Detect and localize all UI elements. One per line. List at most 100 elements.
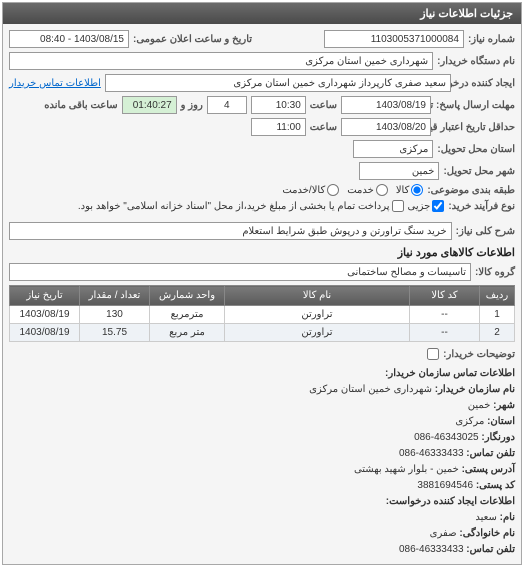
cell-code: -- xyxy=(410,306,480,324)
row-state: استان محل تحویل: مرکزی xyxy=(9,140,515,158)
buyer-notes-checkbox[interactable] xyxy=(427,348,439,360)
th-name: نام کالا xyxy=(225,286,410,306)
table-row: 1 -- تراورتن مترمربع 130 1403/08/19 xyxy=(10,306,515,324)
cell-code: -- xyxy=(410,324,480,342)
th-code: کد کالا xyxy=(410,286,480,306)
buyer-org-value: شهرداری خمین استان مرکزی xyxy=(9,52,433,70)
subject-type-radios: کالا خدمت کالا/خدمت xyxy=(282,184,423,196)
goods-section-title: اطلاعات کالاهای مورد نیاز xyxy=(9,246,515,259)
postal-code: 3881694546 xyxy=(417,480,473,491)
cell-unit: متر مربع xyxy=(150,324,225,342)
goods-group-value: تاسیسات و مصالح ساختمانی xyxy=(9,263,471,281)
contact-link[interactable]: اطلاعات تماس خریدار xyxy=(9,78,101,89)
row-city: شهر محل تحویل: خمین xyxy=(9,162,515,180)
table-header-row: ردیف کد کالا نام کالا واحد شمارش تعداد /… xyxy=(10,286,515,306)
postal-code-label: کد پستی: xyxy=(476,480,515,491)
chk-payment-input[interactable] xyxy=(392,200,404,212)
cell-date: 1403/08/19 xyxy=(10,324,80,342)
row-subject: شرح کلی نیاز: خرید سنگ تراورتن و درپوش ط… xyxy=(9,222,515,240)
cell-unit: مترمربع xyxy=(150,306,225,324)
th-qty: تعداد / مقدار xyxy=(80,286,150,306)
row-goods-group: گروه کالا: تاسیسات و مصالح ساختمانی xyxy=(9,263,515,281)
fname: سعید xyxy=(475,512,496,523)
cell-name: تراورتن xyxy=(225,306,410,324)
state-label: استان محل تحویل: xyxy=(437,144,515,155)
state-value: مرکزی xyxy=(353,140,433,158)
time-label-1: ساعت xyxy=(310,100,337,111)
radio-kala-input[interactable] xyxy=(411,184,423,196)
creator-label: ایجاد کننده درخواست: xyxy=(455,78,515,89)
table-row: 2 -- تراورتن متر مربع 15.75 1403/08/19 xyxy=(10,324,515,342)
contact-fax: 46343025-086 xyxy=(414,432,479,443)
time-remaining: 01:40:27 xyxy=(122,96,177,114)
days-remaining: 4 xyxy=(207,96,247,114)
contact-title: اطلاعات تماس سازمان خریدار: xyxy=(385,368,515,379)
row-deadline: مهلت ارسال پاسخ: تا تاریخ: 1403/08/19 سا… xyxy=(9,96,515,114)
contact-state-label: استان: xyxy=(487,416,515,427)
panel-title: جزئیات اطلاعات نیاز xyxy=(3,3,521,24)
cphone-label: تلفن تماس: xyxy=(466,544,515,555)
radio-kalakhadmat-input[interactable] xyxy=(327,184,339,196)
buyer-notes-label: توضیحات خریدار: xyxy=(443,349,515,360)
radio-kala[interactable]: کالا xyxy=(396,184,424,196)
row-creator: ایجاد کننده درخواست: سعید صفری کارپرداز … xyxy=(9,74,515,92)
lname: صفری xyxy=(430,528,457,539)
announce-label: تاریخ و ساعت اعلان عمومی: xyxy=(133,34,252,45)
days-label: روز و xyxy=(181,100,203,111)
panel-body: شماره نیاز: 1103005371000084 تاریخ و ساع… xyxy=(3,24,521,564)
th-row: ردیف xyxy=(480,286,515,306)
subject-type-label: طبقه بندی موضوعی: xyxy=(427,185,515,196)
chk-part-input[interactable] xyxy=(432,200,444,212)
row-price-deadline: حداقل تاریخ اعتبار قیمت: تا تاریخ: 1403/… xyxy=(9,118,515,136)
cell-date: 1403/08/19 xyxy=(10,306,80,324)
cell-name: تراورتن xyxy=(225,324,410,342)
buy-type-label: نوع فرآیند خرید: xyxy=(448,201,515,212)
deadline-time: 10:30 xyxy=(251,96,306,114)
contact-city-label: شهر: xyxy=(493,400,515,411)
row-buy-type: نوع فرآیند خرید: جزیی پرداخت تمام یا بخش… xyxy=(9,200,515,212)
goods-table: ردیف کد کالا نام کالا واحد شمارش تعداد /… xyxy=(9,285,515,342)
cphone: 46333433-086 xyxy=(399,544,464,555)
deadline-label: مهلت ارسال پاسخ: تا تاریخ: xyxy=(435,100,515,111)
deadline-date: 1403/08/19 xyxy=(341,96,431,114)
chk-payment[interactable]: پرداخت تمام یا بخشی از مبلغ خرید،از محل … xyxy=(78,200,404,212)
contact-state: مرکزی xyxy=(455,416,484,427)
cell-qty: 130 xyxy=(80,306,150,324)
contact-org-label: نام سازمان خریدار: xyxy=(435,384,515,395)
subject-value: خرید سنگ تراورتن و درپوش طبق شرایط استعل… xyxy=(9,222,452,240)
goods-group-label: گروه کالا: xyxy=(475,267,515,278)
announce-value: 1403/08/15 - 08:40 xyxy=(9,30,129,48)
contact-phone: 46333433-086 xyxy=(399,448,464,459)
contact-org: شهرداری خمین استان مرکزی xyxy=(309,384,432,395)
request-no-value: 1103005371000084 xyxy=(324,30,464,48)
fname-label: نام: xyxy=(500,512,515,523)
row-request-no: شماره نیاز: 1103005371000084 تاریخ و ساع… xyxy=(9,30,515,48)
radio-kalakhadmat[interactable]: کالا/خدمت xyxy=(282,184,339,196)
price-time: 11:00 xyxy=(251,118,306,136)
creator-value: سعید صفری کارپرداز شهرداری خمین استان مر… xyxy=(105,74,451,92)
creator-section-title: اطلاعات ایجاد کننده درخواست: xyxy=(386,496,515,507)
row-buyer-notes: توضیحات خریدار: xyxy=(9,348,515,360)
cell-qty: 15.75 xyxy=(80,324,150,342)
price-date: 1403/08/20 xyxy=(341,118,431,136)
th-unit: واحد شمارش xyxy=(150,286,225,306)
postal-addr: خمین - بلوار شهید بهشتی xyxy=(354,464,459,475)
buyer-org-label: نام دستگاه خریدار: xyxy=(437,56,515,67)
subject-label: شرح کلی نیاز: xyxy=(456,226,515,237)
th-date: تاریخ نیاز xyxy=(10,286,80,306)
city-label: شهر محل تحویل: xyxy=(443,166,515,177)
contact-block: اطلاعات تماس سازمان خریدار: نام سازمان خ… xyxy=(9,366,515,558)
time-label-2: ساعت xyxy=(310,122,337,133)
radio-khadmat[interactable]: خدمت xyxy=(347,184,388,196)
contact-city: خمین xyxy=(468,400,491,411)
contact-phone-label: تلفن تماس: xyxy=(466,448,515,459)
table-body: 1 -- تراورتن مترمربع 130 1403/08/19 2 --… xyxy=(10,306,515,342)
request-no-label: شماره نیاز: xyxy=(468,34,515,45)
chk-part[interactable]: جزیی xyxy=(408,200,445,212)
radio-khadmat-input[interactable] xyxy=(376,184,388,196)
cell-row: 2 xyxy=(480,324,515,342)
details-panel: جزئیات اطلاعات نیاز شماره نیاز: 11030053… xyxy=(2,2,522,565)
row-subject-type: طبقه بندی موضوعی: کالا خدمت کالا/خدمت xyxy=(9,184,515,196)
remain-label: ساعت باقی مانده xyxy=(44,100,117,111)
price-deadline-label: حداقل تاریخ اعتبار قیمت: تا تاریخ: xyxy=(435,122,515,133)
